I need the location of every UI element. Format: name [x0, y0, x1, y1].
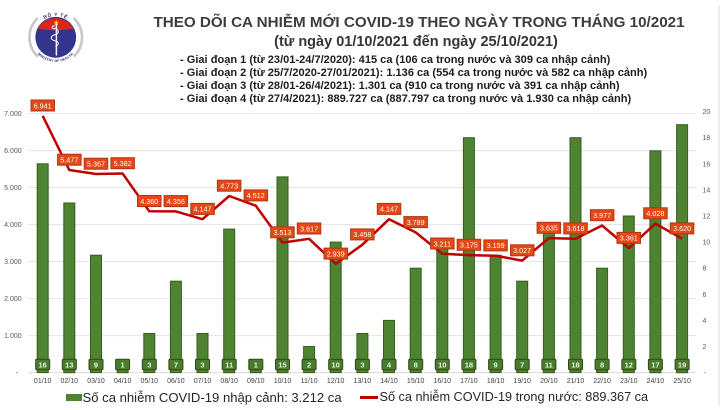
svg-text:6.000: 6.000: [4, 148, 22, 155]
svg-text:3.175: 3.175: [460, 241, 478, 250]
svg-text:16: 16: [39, 360, 47, 369]
svg-text:8: 8: [414, 360, 418, 369]
svg-text:14: 14: [703, 187, 711, 194]
svg-text:4: 4: [387, 360, 392, 369]
svg-text:4.028: 4.028: [646, 209, 664, 218]
svg-text:10/10: 10/10: [274, 378, 292, 385]
svg-text:24/10: 24/10: [647, 378, 665, 385]
svg-text:04/10: 04/10: [114, 378, 132, 385]
svg-text:1.000: 1.000: [4, 333, 22, 340]
svg-text:20: 20: [703, 109, 711, 116]
svg-text:3.977: 3.977: [593, 211, 611, 220]
svg-text:13: 13: [65, 360, 73, 369]
svg-text:12: 12: [625, 360, 633, 369]
svg-text:3.513: 3.513: [274, 228, 292, 237]
svg-text:23/10: 23/10: [620, 378, 638, 385]
svg-text:17/10: 17/10: [460, 378, 478, 385]
svg-text:1: 1: [254, 360, 258, 369]
svg-text:13/10: 13/10: [354, 378, 372, 385]
svg-text:4: 4: [703, 318, 707, 325]
svg-text:11: 11: [225, 360, 233, 369]
svg-text:09/10: 09/10: [247, 378, 265, 385]
svg-text:10: 10: [438, 360, 446, 369]
svg-text:1: 1: [121, 360, 125, 369]
svg-text:20/10: 20/10: [540, 378, 558, 385]
svg-text:2.939: 2.939: [327, 249, 345, 258]
svg-text:18: 18: [571, 360, 579, 369]
svg-text:2.000: 2.000: [4, 296, 22, 303]
svg-text:5.000: 5.000: [4, 185, 22, 192]
svg-text:3.159: 3.159: [487, 241, 505, 250]
svg-text:10: 10: [332, 360, 340, 369]
svg-text:5.382: 5.382: [114, 159, 132, 168]
svg-text:8: 8: [600, 360, 604, 369]
svg-text:BỘ Y TẾ: BỘ Y TẾ: [42, 10, 69, 20]
svg-text:02/10: 02/10: [61, 378, 79, 385]
svg-text:18: 18: [703, 135, 711, 142]
svg-text:3.000: 3.000: [4, 259, 22, 266]
svg-text:4.147: 4.147: [194, 205, 212, 214]
svg-text:16/10: 16/10: [434, 378, 452, 385]
svg-text:14/10: 14/10: [380, 378, 398, 385]
svg-text:15/10: 15/10: [407, 378, 425, 385]
svg-text:22/10: 22/10: [593, 378, 611, 385]
svg-text:17: 17: [651, 360, 659, 369]
svg-text:3.617: 3.617: [300, 224, 318, 233]
svg-text:4.512: 4.512: [247, 191, 265, 200]
svg-text:3.620: 3.620: [673, 224, 691, 233]
svg-text:10: 10: [703, 240, 711, 247]
svg-text:4.356: 4.356: [167, 197, 185, 206]
svg-text:01/10: 01/10: [34, 378, 52, 385]
svg-text:11: 11: [545, 360, 553, 369]
svg-text:06/10: 06/10: [167, 378, 185, 385]
svg-text:7: 7: [174, 360, 178, 369]
svg-text:25/10: 25/10: [673, 378, 691, 385]
svg-text:4.360: 4.360: [140, 197, 158, 206]
svg-text:12: 12: [703, 214, 711, 221]
svg-text:3: 3: [360, 360, 364, 369]
svg-text:4.147: 4.147: [380, 205, 398, 214]
svg-text:19: 19: [678, 360, 686, 369]
svg-text:5.367: 5.367: [87, 160, 105, 169]
svg-text:2: 2: [703, 344, 707, 351]
svg-text:4.773: 4.773: [220, 182, 238, 191]
svg-text:16: 16: [703, 161, 711, 168]
svg-text:3: 3: [147, 360, 151, 369]
svg-text:9: 9: [94, 360, 98, 369]
svg-text:6: 6: [703, 292, 707, 299]
svg-text:-: -: [704, 370, 707, 377]
svg-text:3.635: 3.635: [540, 224, 558, 233]
svg-text:-: -: [16, 370, 19, 377]
svg-text:12/10: 12/10: [327, 378, 345, 385]
svg-text:3.458: 3.458: [353, 230, 371, 239]
svg-text:18/10: 18/10: [487, 378, 505, 385]
svg-text:07/10: 07/10: [194, 378, 212, 385]
svg-text:5.477: 5.477: [60, 156, 78, 165]
svg-text:8: 8: [703, 266, 707, 273]
svg-text:3.027: 3.027: [513, 246, 531, 255]
svg-text:05/10: 05/10: [141, 378, 159, 385]
svg-text:18: 18: [465, 360, 473, 369]
svg-text:4.000: 4.000: [4, 222, 22, 229]
svg-text:15: 15: [278, 360, 286, 369]
svg-text:3.789: 3.789: [407, 218, 425, 227]
svg-text:6.941: 6.941: [34, 101, 52, 110]
svg-text:9: 9: [494, 360, 498, 369]
svg-text:3: 3: [200, 360, 204, 369]
svg-text:11/10: 11/10: [301, 378, 318, 385]
svg-text:3.211: 3.211: [434, 239, 451, 248]
svg-text:7.000: 7.000: [4, 111, 22, 118]
svg-text:2: 2: [307, 360, 311, 369]
svg-text:19/10: 19/10: [513, 378, 531, 385]
svg-text:03/10: 03/10: [87, 378, 105, 385]
svg-text:7: 7: [520, 360, 524, 369]
svg-text:3.618: 3.618: [567, 224, 585, 233]
svg-text:3.361: 3.361: [620, 234, 638, 243]
svg-text:08/10: 08/10: [220, 378, 238, 385]
svg-text:21/10: 21/10: [567, 378, 585, 385]
